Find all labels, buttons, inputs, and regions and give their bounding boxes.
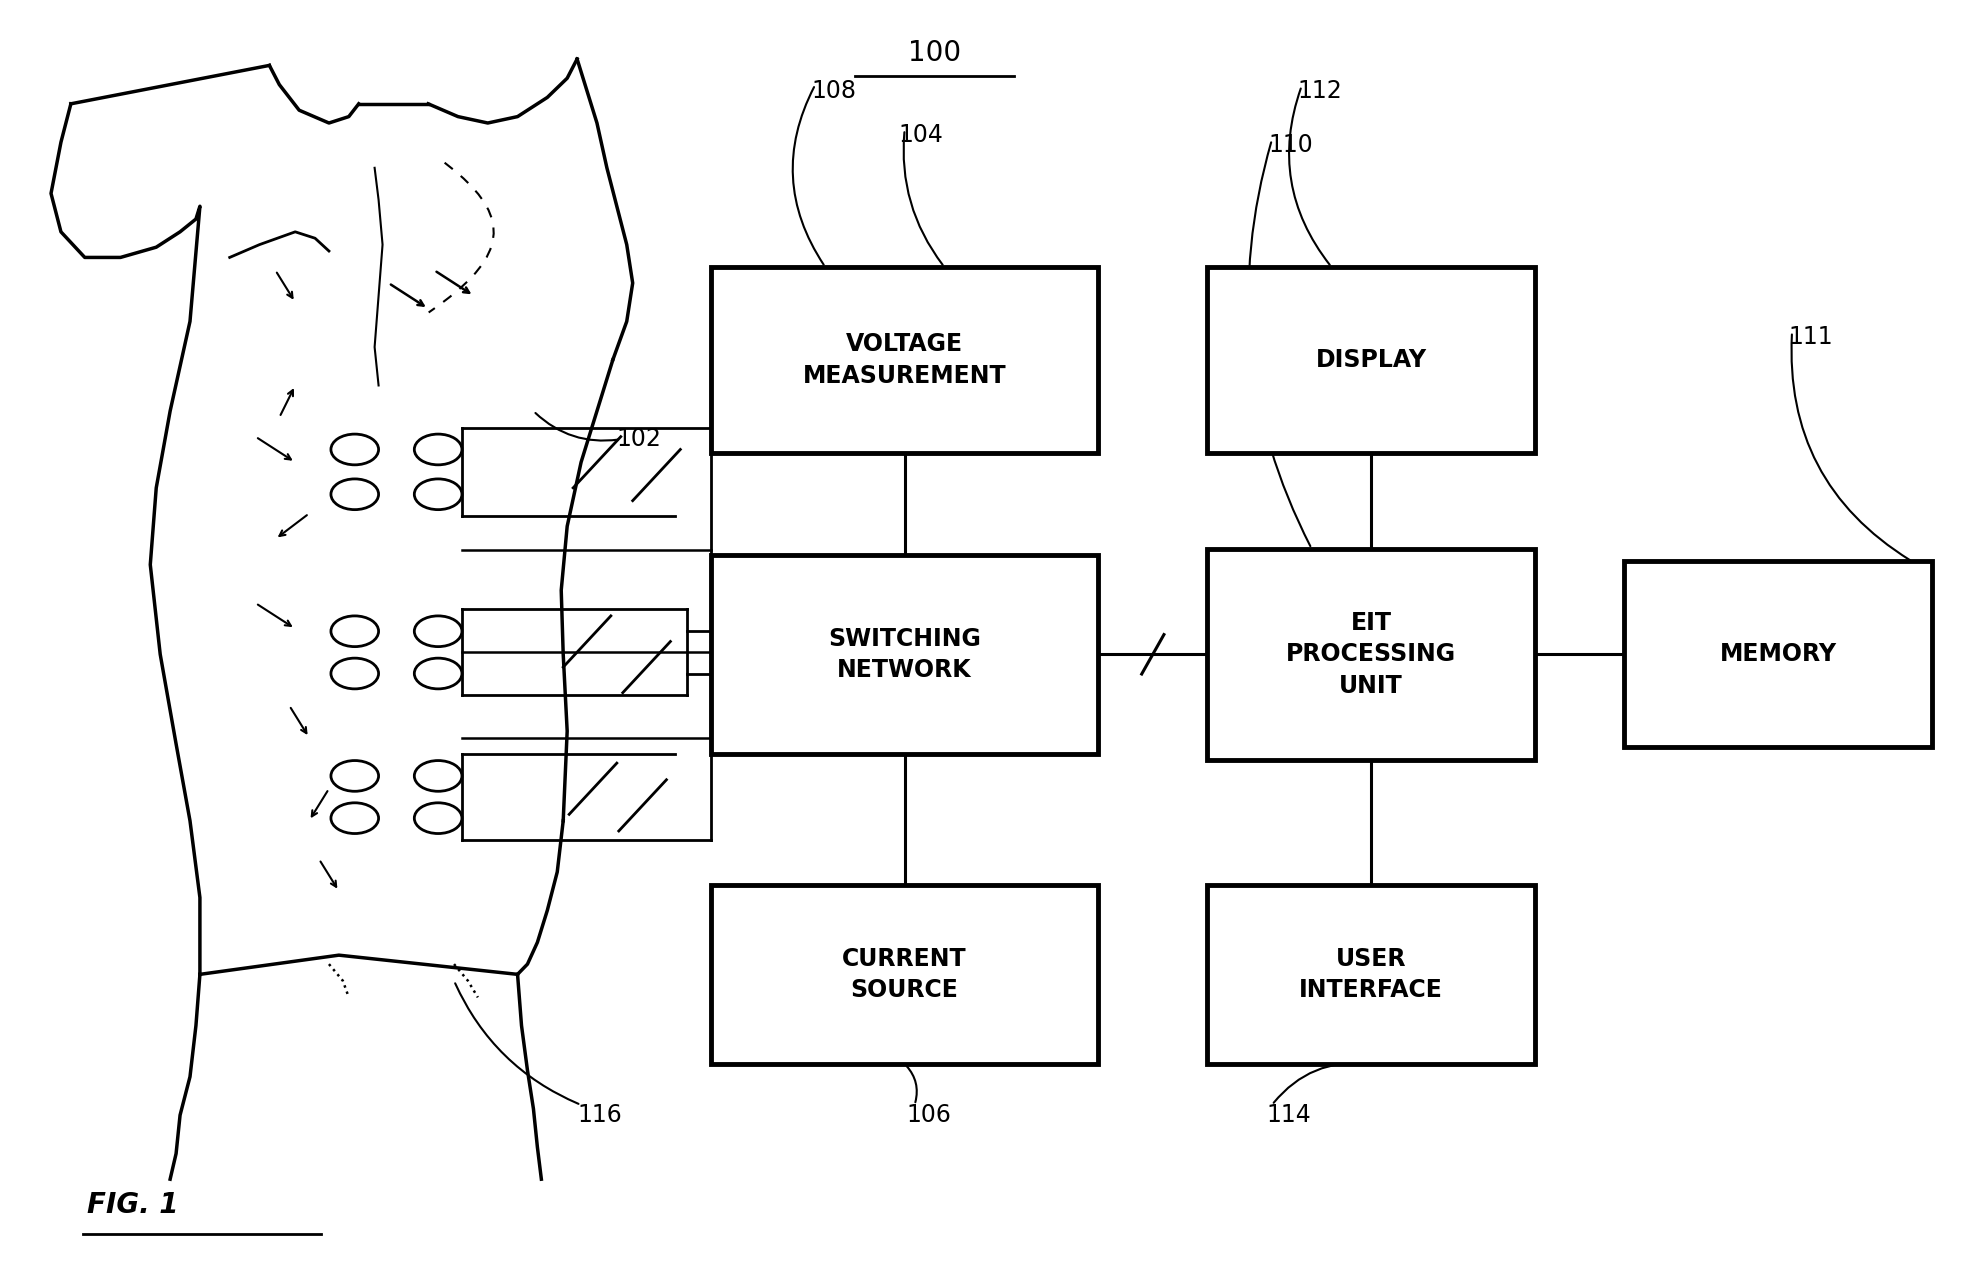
Text: 112: 112 [1298,80,1342,103]
Text: 104: 104 [899,123,944,146]
Text: 106: 106 [907,1103,952,1128]
Bar [1624,562,1932,747]
Text: 102: 102 [616,427,662,452]
Bar [712,556,1097,753]
Text: USER
INTERFACE: USER INTERFACE [1300,947,1443,1002]
Text: EIT
PROCESSING
UNIT: EIT PROCESSING UNIT [1286,611,1457,698]
Text: 110: 110 [1268,132,1312,157]
Text: 114: 114 [1266,1103,1310,1128]
Text: SWITCHING
NETWORK: SWITCHING NETWORK [829,626,982,683]
Bar [1207,885,1535,1064]
Text: MEMORY: MEMORY [1720,643,1837,666]
Text: 111: 111 [1787,325,1833,349]
Bar [1207,267,1535,453]
Bar [1207,549,1535,760]
Text: 116: 116 [577,1103,622,1128]
Text: DISPLAY: DISPLAY [1316,348,1427,372]
Text: VOLTAGE
MEASUREMENT: VOLTAGE MEASUREMENT [803,332,1006,387]
Text: 108: 108 [811,80,857,103]
Bar [712,267,1097,453]
Text: CURRENT
SOURCE: CURRENT SOURCE [843,947,966,1002]
Text: 100: 100 [909,38,960,67]
Text: FIG. 1: FIG. 1 [87,1191,179,1219]
Bar [712,885,1097,1064]
